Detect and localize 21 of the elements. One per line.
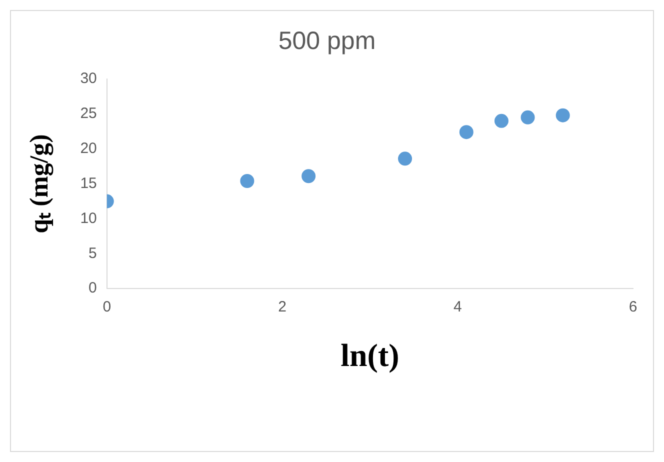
y-tick-label: 30 [80, 70, 97, 88]
x-tick-label: 4 [453, 298, 462, 316]
point [494, 114, 508, 128]
chart-title: 500 ppm [278, 26, 376, 55]
x-tick-label: 2 [278, 298, 286, 316]
point [459, 125, 474, 140]
y-tick-label: 0 [88, 280, 97, 297]
point [302, 169, 316, 184]
x-tick-label: 6 [628, 298, 638, 316]
y-axis-title: qₜ (mg/g) [24, 134, 54, 234]
point [520, 110, 535, 124]
point [398, 152, 412, 166]
y-tick-label: 20 [80, 140, 97, 158]
point [556, 108, 570, 122]
y-tick-label: 5 [88, 244, 97, 262]
x-axis-title: ln(t) [340, 337, 400, 374]
y-tick-label: 25 [80, 105, 97, 122]
point [240, 174, 254, 188]
y-tick-label: 10 [80, 210, 97, 227]
x-tick-label: 0 [102, 298, 112, 316]
y-tick-label: 15 [80, 174, 97, 192]
